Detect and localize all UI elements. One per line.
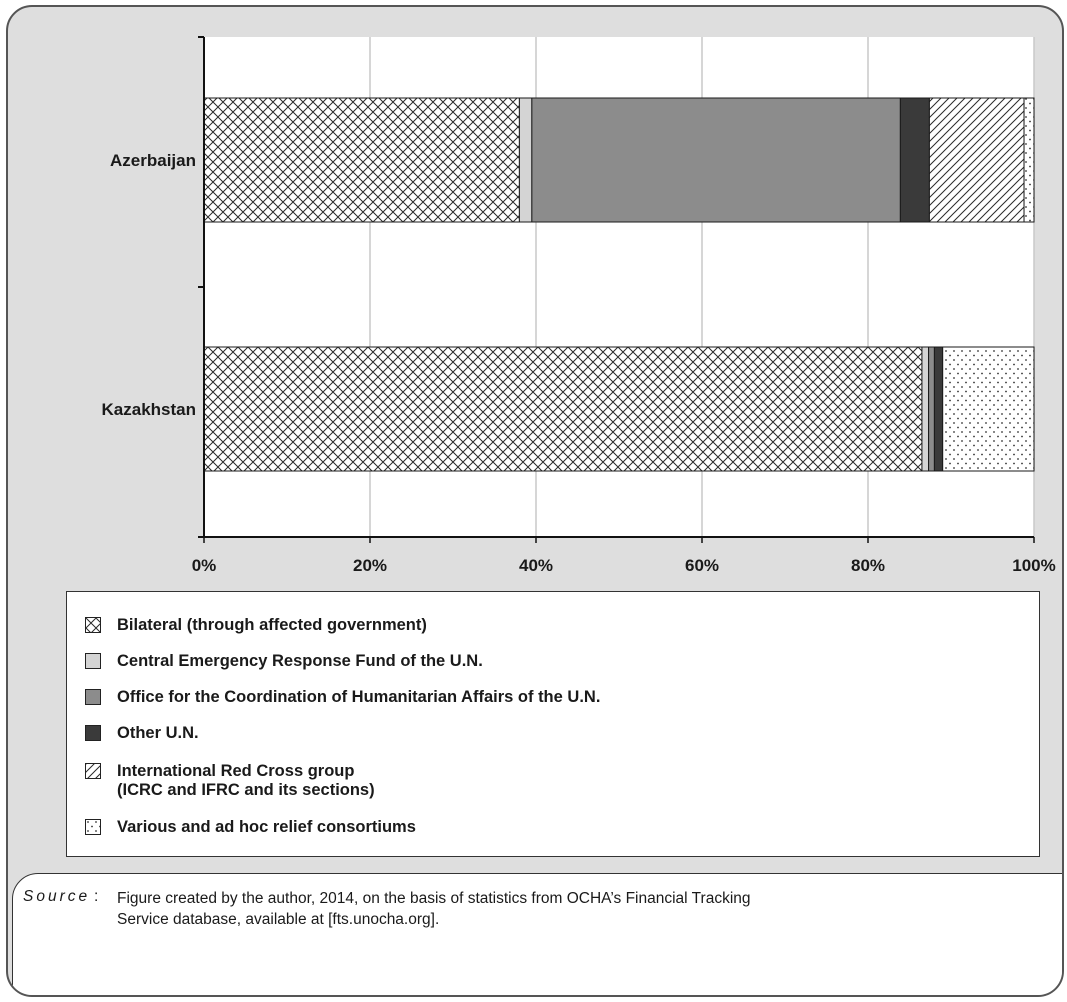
bar-segment [921,346,930,472]
legend-label: Central Emergency Response Fund of the U… [117,652,483,670]
bar-segment [942,346,1035,472]
legend: Bilateral (through affected government) C… [66,591,1040,857]
legend-swatch [85,819,101,835]
bar-segment [531,97,901,223]
legend-swatch [85,689,101,705]
legend-swatch [85,763,101,779]
chart: 0% 20% 40% 60% 80% 100% Azerbaijan Kazakhstan [102,36,1056,575]
legend-swatch [85,725,101,741]
legend-label: Bilateral (through affected government) [117,616,427,634]
figure-frame: 0% 20% 40% 60% 80% 100% Azerbaijan Kazakhstan B… [6,5,1064,997]
legend-item: International Red Cross group (ICRC and I… [85,762,375,800]
legend-swatch-pattern [86,764,100,778]
legend-swatch-pattern [86,820,100,834]
legend-swatch-fill [86,764,100,778]
labels: 0% 20% 40% 60% 80% 100% Azerbaijan Kazakhstan [102,151,1056,575]
category-label: Kazakhstan [102,400,196,419]
legend-item: Central Emergency Response Fund of the U… [85,652,483,671]
legend-label: Various and ad hoc relief consortiums [117,818,416,836]
legend-item: Other U.N. [85,724,199,743]
legend-item: Bilateral (through affected government) [85,616,427,635]
bar-segment [928,97,1025,223]
bar-segment [928,346,935,472]
bar-segment [933,346,944,472]
legend-swatch [85,653,101,669]
source-label: Source [23,888,91,905]
bar-segment [203,97,520,223]
x-tick-label: 100% [1012,556,1055,575]
source-text: Figure created by the author, 2014, on t… [117,890,751,928]
legend-label: Other U.N. [117,724,199,742]
bar-segment [518,97,533,223]
legend-swatch [85,617,101,633]
x-tick-label: 0% [192,556,217,575]
source-colon: : [94,888,99,905]
x-tick-label: 20% [353,556,387,575]
source-note: Source : Figure created by the author, 2… [12,873,1062,995]
legend-swatch-fill [86,618,100,632]
x-tick-label: 40% [519,556,553,575]
bar-segment [1023,97,1035,223]
bars [203,97,1035,472]
category-label: Azerbaijan [110,151,196,170]
legend-swatch-pattern [86,618,100,632]
legend-label: Office for the Coordination of Humanitar… [117,688,601,706]
x-tick-label: 60% [685,556,719,575]
bar-segment [899,97,930,223]
legend-item: Office for the Coordination of Humanitar… [85,688,600,707]
axes [198,36,1035,543]
bar-segment [203,346,923,472]
legend-swatch-fill [86,820,100,834]
x-tick-label: 80% [851,556,885,575]
legend-label: International Red Cross group (ICRC and I… [117,762,375,799]
legend-item: Various and ad hoc relief consortiums [85,818,416,837]
